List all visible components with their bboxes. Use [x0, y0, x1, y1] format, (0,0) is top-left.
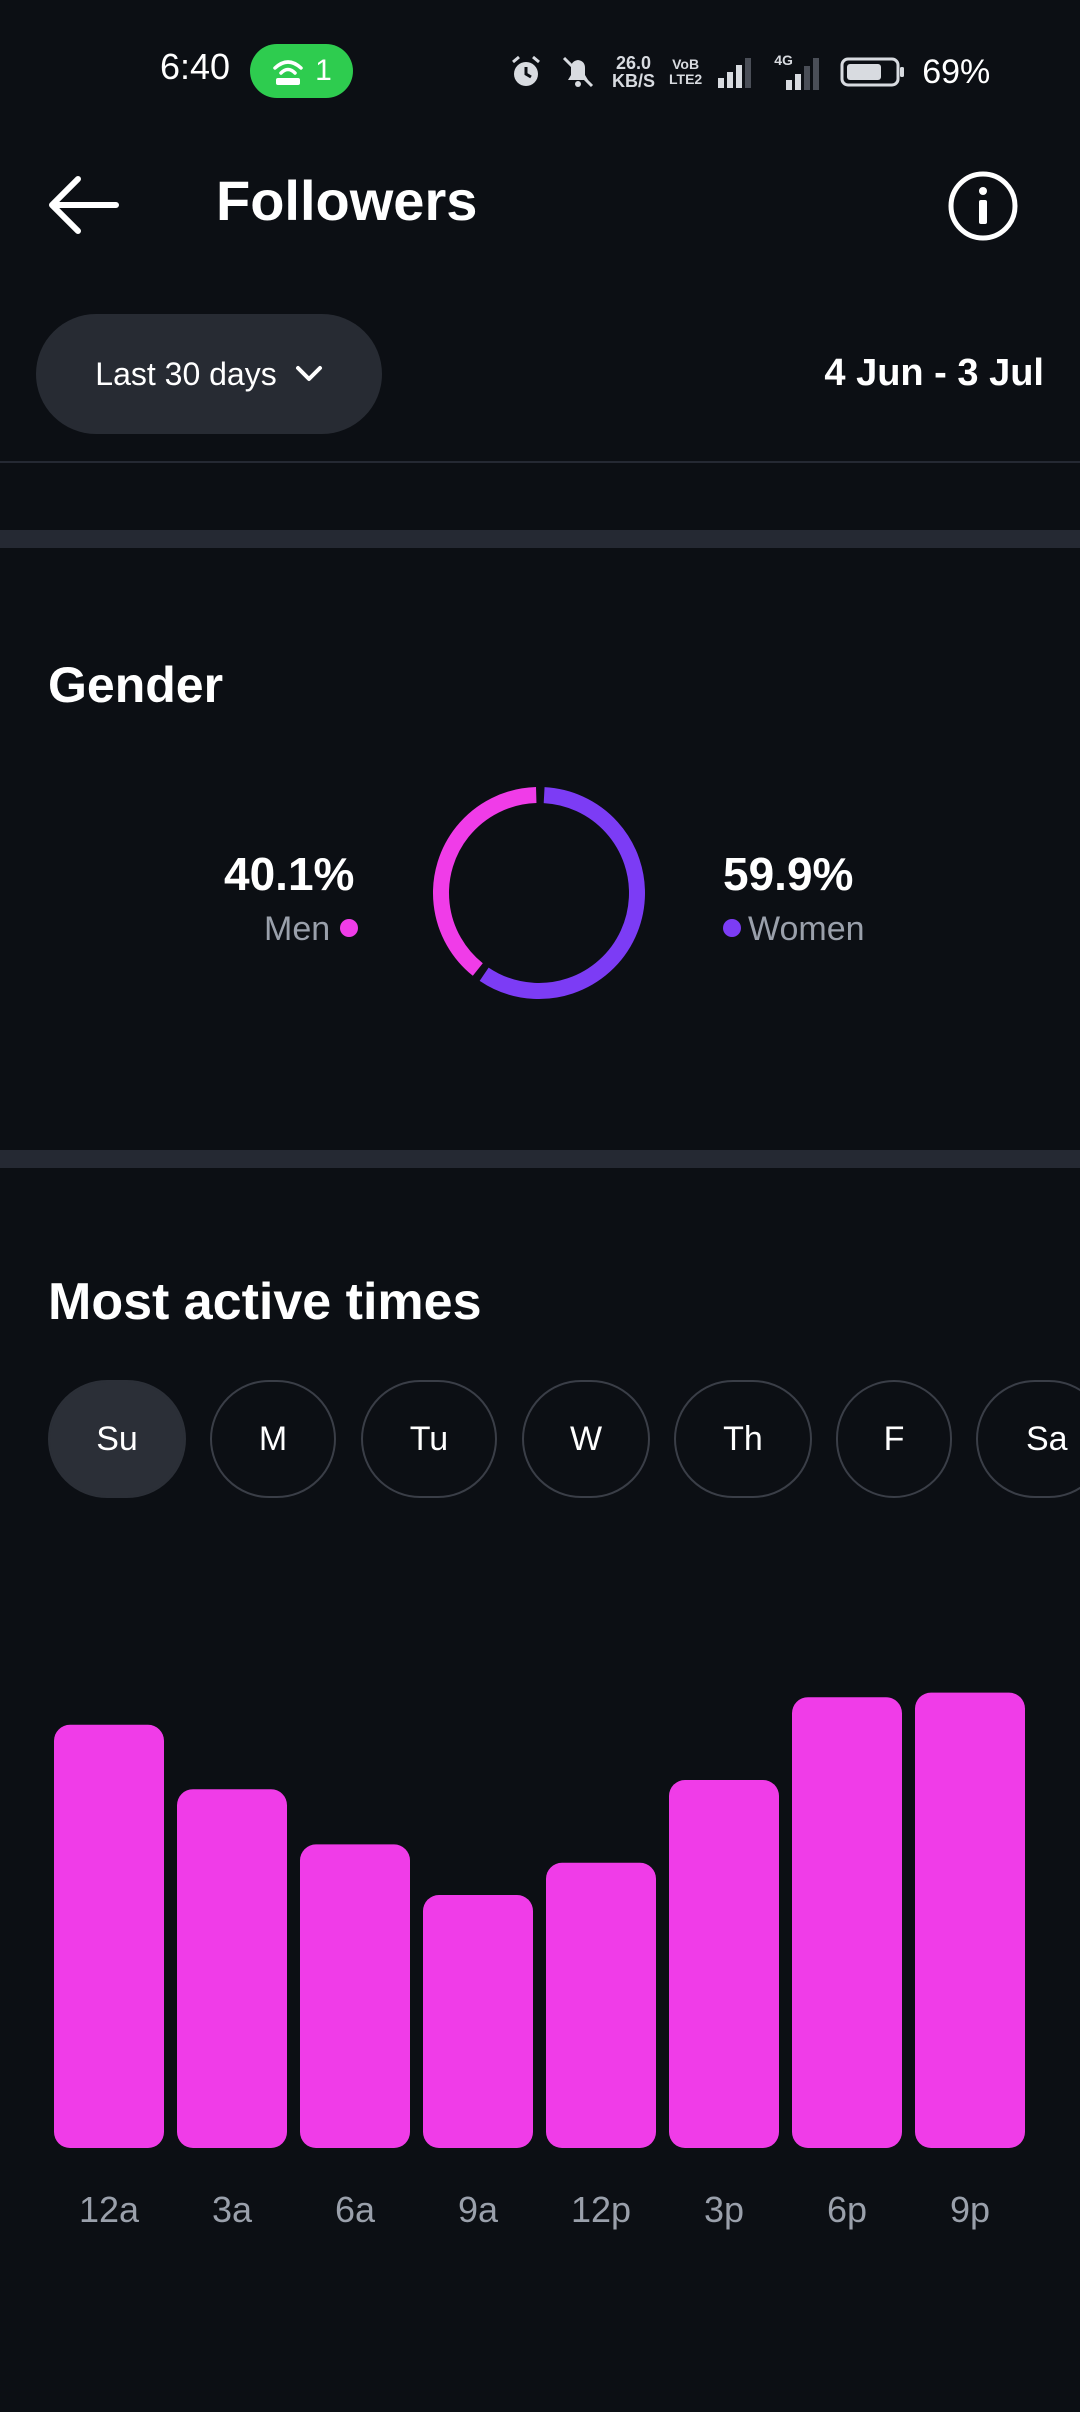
date-range-text: 4 Jun - 3 Jul [824, 352, 1044, 394]
mute-icon [562, 56, 594, 88]
x-tick-label: 3a [212, 2189, 253, 2230]
x-tick-label: 9a [458, 2189, 499, 2230]
women-label: Women [748, 910, 865, 948]
women-legend-dot [723, 919, 741, 937]
speed-value: 26.0 [615, 53, 652, 73]
men-percentage: 40.1% [224, 848, 355, 900]
x-tick-label: 6a [335, 2189, 376, 2230]
active-times-title: Most active times [48, 1273, 482, 1331]
bar-3p[interactable] [669, 1780, 779, 2148]
x-tick-label: 12p [571, 2189, 631, 2230]
x-tick-label: 12a [79, 2189, 140, 2230]
day-chip-tu[interactable]: Tu [361, 1380, 497, 1498]
day-chip-th[interactable]: Th [674, 1380, 812, 1498]
bar-9p[interactable] [915, 1692, 1025, 2148]
signal-icon [718, 58, 752, 88]
gender-donut-chart [433, 787, 645, 999]
divider [0, 461, 1080, 463]
section-separator [0, 1150, 1080, 1168]
chevron-down-icon [295, 366, 322, 381]
hotspot-indicator[interactable]: 1 [250, 44, 353, 98]
page-title: Followers [216, 169, 478, 232]
bar-9a[interactable] [423, 1895, 533, 2148]
day-chip-w[interactable]: W [522, 1380, 650, 1498]
bar-3a[interactable] [177, 1789, 287, 2148]
info-icon [948, 171, 1018, 241]
active-times-bar-chart: 12a 3a 6a 9a 12p 3p 6p 9p [54, 1692, 1025, 2230]
women-percentage: 59.9% [723, 848, 854, 900]
x-tick-label: 9p [950, 2189, 990, 2230]
status-time: 6:40 [160, 46, 231, 87]
network-type: 4G [774, 52, 793, 68]
donut-men-segment [433, 787, 645, 999]
hotspot-icon [273, 60, 303, 85]
arrow-left-icon [49, 176, 119, 234]
volte-indicator: VoB LTE2 [669, 57, 702, 87]
day-chip-m[interactable]: M [210, 1380, 336, 1498]
speed-unit: KB/S [612, 71, 656, 91]
x-tick-label: 6p [827, 2189, 867, 2230]
volte-top: VoB [672, 56, 700, 72]
day-chip-su[interactable]: Su [48, 1380, 186, 1498]
alarm-icon [512, 55, 540, 86]
back-button[interactable] [40, 165, 130, 245]
day-chip-f[interactable]: F [836, 1380, 952, 1498]
status-icons: 26.0 KB/S VoB LTE2 4G 69% [508, 50, 990, 94]
day-chip-sa[interactable]: Sa [976, 1380, 1080, 1498]
volte-bottom: LTE2 [669, 71, 703, 87]
bar-6p[interactable] [792, 1697, 902, 2148]
info-button[interactable] [945, 168, 1021, 244]
signal-4g-icon: 4G [768, 52, 826, 92]
battery-percent: 69% [922, 52, 991, 91]
men-legend-dot [340, 919, 358, 937]
hotspot-count: 1 [315, 54, 332, 87]
bar-6a[interactable] [300, 1844, 410, 2148]
men-label: Men [264, 910, 331, 948]
date-range-dropdown[interactable]: Last 30 days [36, 314, 382, 434]
section-separator [0, 530, 1080, 548]
date-range-label: Last 30 days [95, 355, 277, 392]
bar-12p[interactable] [546, 1862, 656, 2148]
gender-section-title: Gender [48, 657, 224, 713]
bar-12a[interactable] [54, 1724, 164, 2148]
battery-icon [840, 57, 905, 87]
x-tick-label: 3p [704, 2189, 744, 2230]
network-speed: 26.0 KB/S [612, 54, 655, 90]
